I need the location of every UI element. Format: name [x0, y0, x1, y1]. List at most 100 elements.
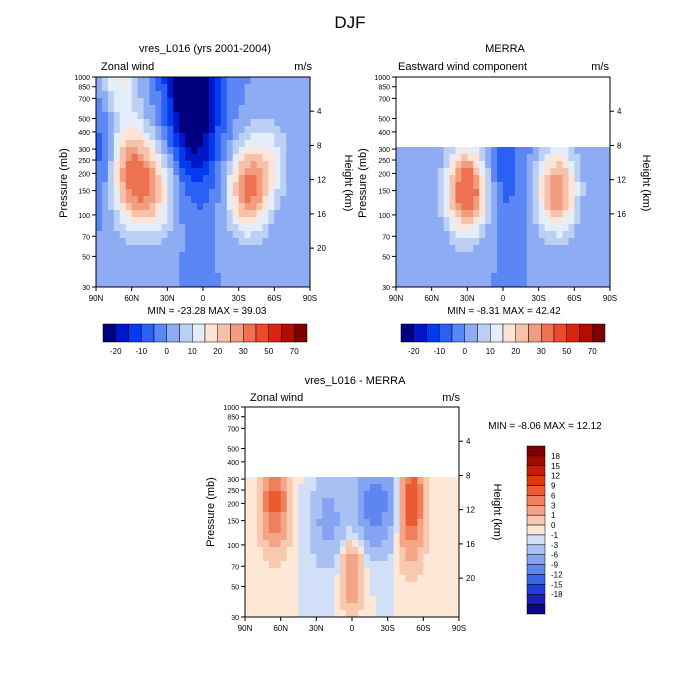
heatmap-cell	[550, 105, 557, 113]
heatmap-cell	[208, 210, 216, 218]
heatmap-cell	[473, 140, 480, 148]
heatmap-cell	[197, 252, 204, 260]
heatmap-cell	[455, 140, 462, 148]
heatmap-cell	[411, 547, 418, 555]
heatmap-cell	[387, 498, 395, 506]
heatmap-cell	[550, 217, 557, 225]
heatmap-cell	[167, 91, 174, 99]
heatmap-cell	[423, 540, 430, 548]
heatmap-cell	[437, 126, 444, 134]
heatmap-cell	[232, 182, 240, 190]
heatmap-cell	[113, 203, 121, 211]
heatmap-cell	[467, 133, 474, 141]
heatmap-cell	[503, 91, 510, 99]
heatmap-cell	[244, 266, 251, 274]
heatmap-cell	[604, 105, 611, 113]
heatmap-cell	[304, 477, 311, 485]
heatmap-cell	[232, 175, 240, 183]
heatmap-cell	[586, 98, 593, 106]
heatmap-cell	[274, 428, 282, 436]
heatmap-cell	[268, 596, 276, 604]
heatmap-cell	[250, 505, 258, 513]
heatmap-cell	[113, 105, 121, 113]
heatmap-cell	[497, 245, 504, 253]
heatmap-cell	[532, 259, 540, 267]
heatmap-cell	[508, 126, 516, 134]
heatmap-cell	[443, 168, 450, 176]
heatmap-cell	[167, 161, 174, 169]
heatmap-cell	[491, 98, 498, 106]
heatmap-cell	[304, 505, 311, 513]
x-tick-label: 30N	[309, 624, 324, 633]
heatmap-cell	[550, 252, 557, 260]
heatmap-cell	[393, 582, 400, 590]
heatmap-cell	[173, 189, 180, 197]
heatmap-cell	[208, 98, 216, 106]
heatmap-cell	[268, 245, 275, 253]
heatmap-cell	[411, 582, 418, 590]
heatmap-cell	[514, 203, 522, 211]
heatmap-cell	[304, 540, 311, 548]
heatmap-cell	[244, 126, 251, 134]
heatmap-cell	[568, 266, 575, 274]
y-tick-label: 500	[227, 447, 239, 454]
heatmap-cell	[532, 231, 540, 239]
heatmap-cell	[556, 112, 563, 120]
heatmap-cell	[604, 231, 611, 239]
heatmap-cell	[131, 161, 139, 169]
heatmap-cell	[274, 421, 282, 429]
heatmap-cell	[310, 526, 317, 534]
heatmap-cell	[363, 477, 371, 485]
heatmap-cell	[250, 259, 257, 267]
heatmap-cell	[245, 414, 252, 422]
heatmap-cell	[413, 126, 421, 134]
heatmap-cell	[232, 259, 240, 267]
heatmap-cell	[520, 140, 528, 148]
y-tick-label: 100	[78, 213, 90, 220]
heatmap-cell	[604, 182, 611, 190]
heatmap-cell	[244, 196, 251, 204]
heatmap-cell	[598, 91, 605, 99]
heatmap-cell	[334, 449, 341, 457]
heatmap-cell	[256, 407, 264, 415]
heatmap-cell	[562, 266, 569, 274]
heatmap-cell	[375, 582, 383, 590]
heatmap-cell	[604, 203, 611, 211]
heatmap-cell	[508, 161, 516, 169]
heatmap-cell	[580, 273, 587, 281]
heatmap-cell	[149, 217, 156, 225]
heatmap-cell	[292, 442, 299, 450]
heatmap-cell	[256, 203, 263, 211]
colorbar-swatch	[515, 323, 529, 343]
heatmap-cell	[250, 491, 258, 499]
heatmap-cell	[568, 210, 575, 218]
heatmap-cell	[437, 161, 444, 169]
heatmap-cell	[526, 98, 534, 106]
heatmap-cell	[179, 280, 186, 288]
y-tick-label: 1000	[74, 75, 90, 82]
heatmap-cell	[405, 575, 412, 583]
heatmap-cell	[407, 175, 415, 183]
heatmap-cell	[598, 154, 605, 162]
heatmap-cell	[357, 407, 365, 415]
heatmap-cell	[514, 112, 522, 120]
heatmap-cell	[441, 414, 448, 422]
heatmap-cell	[238, 126, 246, 134]
heatmap-cell	[473, 259, 480, 267]
heatmap-cell	[316, 421, 323, 429]
heatmap-cell	[179, 203, 186, 211]
heatmap-cell	[352, 470, 359, 478]
heatmap-cell	[298, 77, 305, 85]
heatmap-cell	[574, 280, 581, 288]
heatmap-cell	[179, 266, 186, 274]
heatmap-cell	[238, 105, 246, 113]
heatmap-cell	[520, 175, 528, 183]
heatmap-cell	[405, 414, 412, 422]
heatmap-cell	[598, 168, 605, 176]
heatmap-cell	[167, 273, 174, 281]
heatmap-cell	[419, 266, 427, 274]
heatmap-cell	[119, 273, 127, 281]
heatmap-cell	[473, 119, 480, 127]
heatmap-cell	[286, 259, 293, 267]
heatmap-cell	[544, 203, 551, 211]
